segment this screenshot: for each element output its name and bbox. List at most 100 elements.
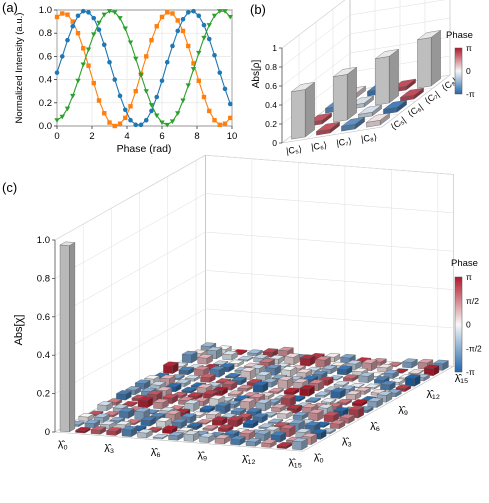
panel-a-data-point	[75, 31, 81, 36]
panel-c-bar	[93, 413, 110, 418]
panel-a-data-point	[122, 107, 128, 113]
panel-c-bar	[332, 407, 349, 412]
panel-a-data-point	[70, 23, 76, 29]
panel-b-bar-side	[305, 81, 315, 138]
panel-c-bar-side	[358, 375, 369, 383]
panel-c-bar	[152, 433, 169, 439]
panel-b-colorbar-bar	[454, 47, 463, 95]
panel-c-colorbar-ticks: π π/2 0 -π/2 -π	[466, 272, 482, 377]
panel-c-bar-side	[59, 244, 70, 433]
panel-a-data-point	[175, 111, 181, 116]
panel-a-data-point	[138, 72, 144, 78]
panel-c-bar	[115, 390, 132, 395]
panel-a-data-point	[186, 43, 191, 49]
panel-c-bar	[308, 379, 325, 384]
panel-c-bar	[324, 353, 341, 358]
panel-c-bar	[197, 354, 214, 359]
panel-c-bar	[155, 417, 172, 422]
panel-a-data-point	[222, 121, 228, 126]
panel-c-bar	[395, 384, 412, 389]
panel-c-bar	[243, 362, 260, 367]
panel-c-bar	[284, 353, 301, 358]
panel-c-bar	[190, 382, 207, 387]
panel-a-plot-area	[56, 9, 233, 127]
panel-c-bar	[150, 381, 167, 386]
panel-c-y-tick-label: λ̂₃	[342, 437, 352, 449]
panel-c-bar	[217, 424, 234, 429]
panel-c-bar	[181, 386, 198, 392]
panel-a-ticks: 0 2 4 6 8 10 0.0 0.2 0.4 0.6 0.8 1.0	[39, 5, 238, 142]
panel-a-data-point	[65, 37, 70, 43]
panel-b-colorbar-title: Phase	[446, 30, 473, 41]
panel-a-data-point	[180, 16, 186, 22]
panel-c-bar	[404, 374, 421, 379]
panel-c-bar	[302, 375, 319, 380]
panel-c-bar	[268, 355, 285, 360]
panel-c-bar	[186, 422, 203, 427]
panel-c-bar-side	[402, 361, 412, 369]
panel-c-bar	[200, 342, 217, 347]
panel-c-tick-labels: λ̂₀ λ̂₀ λ̂₃ λ̂₃ λ̂₆ λ̂₆ λ̂₉ λ̂₉ λ̂₁₂ λ̂₁₂ λ̂₁₅ λ̂₁₅	[58, 373, 469, 470]
panel-c-bar	[165, 410, 182, 415]
panel-c-bar	[296, 368, 313, 374]
panel-c-bar	[134, 407, 151, 413]
panel-c-bar	[218, 363, 235, 368]
panel-c-bar	[184, 374, 201, 380]
panel-a-x-tick-label: 10	[227, 131, 238, 142]
panel-c-bar-side	[380, 384, 390, 391]
panel-c-x-tick-label: λ̂₆	[151, 447, 161, 459]
panel-c-bar	[280, 394, 297, 399]
panel-c-bar-side	[97, 404, 108, 411]
panel-c-z-tick-label: 0.2	[37, 389, 50, 400]
panel-c-bar	[196, 419, 213, 424]
panel-c-bar	[118, 407, 135, 413]
panel-a-data-point	[59, 54, 65, 59]
panel-a-data-point	[80, 8, 86, 14]
panel-c-bar	[310, 429, 327, 434]
panel-c-bar	[152, 398, 169, 403]
panel-b-bar	[366, 112, 390, 123]
panel-a-data-point	[107, 59, 112, 65]
panel-c-z-gridline	[54, 270, 454, 356]
panel-c-bar	[367, 397, 384, 402]
panel-c-bar	[140, 416, 157, 421]
panel-c-bar	[131, 394, 148, 399]
panel-a-data-point	[102, 111, 107, 116]
panel-a-data-point	[143, 117, 149, 123]
panel-a-data-point	[112, 10, 118, 15]
panel-a-data-point	[133, 122, 139, 128]
panel-b-z-gridline	[281, 0, 346, 49]
panel-a-data-point	[222, 9, 228, 14]
panel-a-data-point	[96, 98, 102, 103]
panel-a-data-point	[96, 20, 102, 26]
panel-b-row-tick-label: |C₅⟩	[285, 144, 302, 156]
panel-c-bar	[99, 420, 116, 425]
panel-c-bar-side	[163, 364, 173, 374]
panel-c-bar	[277, 346, 294, 352]
panel-a-data-point	[80, 62, 86, 68]
panel-c-bar-side	[168, 434, 178, 441]
panel-c-colorbar-tick-label: π	[466, 272, 472, 282]
panel-c-colorbar-tick-label: π/2	[466, 296, 479, 306]
panel-a-data-point	[86, 63, 91, 68]
panel-c-bar-side	[121, 428, 132, 437]
panel-c-bar	[408, 369, 425, 374]
panel-c-bar	[273, 422, 290, 427]
panel-c-x-tick-label: λ̂₁₅	[288, 458, 302, 470]
panel-c-bar	[167, 431, 184, 436]
panel-c-bar	[361, 396, 378, 401]
panel-a-data-point	[201, 94, 207, 100]
panel-c-bar-side	[214, 437, 225, 445]
panel-c-bar	[373, 376, 390, 381]
panel-c-bar	[291, 437, 308, 442]
panel-c-bar	[311, 370, 328, 375]
panel-c-bar	[314, 391, 331, 396]
panel-c-bar	[277, 376, 294, 381]
panel-a-y-tick-label: 0.2	[39, 98, 52, 109]
panel-c-bar	[252, 413, 269, 418]
panel-a-data-point	[86, 10, 91, 15]
panel-a-y-tick-label: 0.0	[39, 121, 52, 132]
panel-c-bar	[149, 412, 166, 418]
panel-c-bar	[171, 418, 188, 423]
panel-c-bar-side	[197, 357, 208, 365]
